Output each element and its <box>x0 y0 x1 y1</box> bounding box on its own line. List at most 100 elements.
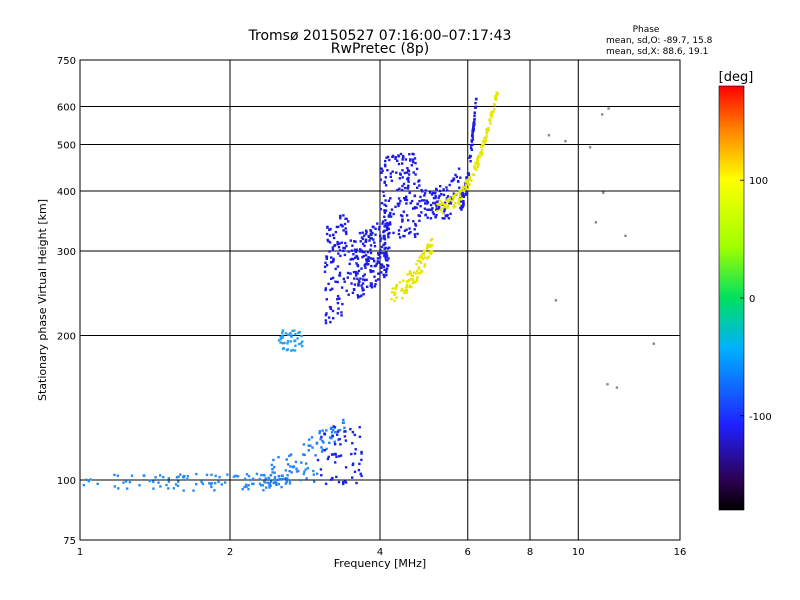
data-point <box>353 248 357 251</box>
data-point <box>423 192 427 195</box>
data-point <box>263 481 267 484</box>
data-point <box>385 156 388 159</box>
data-point <box>458 197 461 201</box>
data-point <box>336 433 339 436</box>
data-point <box>481 151 484 155</box>
data-point <box>452 192 455 195</box>
data-point <box>361 289 364 292</box>
colorbar-tick-label: 0 <box>749 294 755 305</box>
data-point <box>345 244 348 248</box>
data-point <box>564 140 567 143</box>
data-point <box>401 158 404 161</box>
data-point <box>397 155 400 158</box>
data-point <box>424 213 427 216</box>
data-point <box>387 199 391 202</box>
data-point <box>372 226 375 229</box>
data-point <box>484 139 488 142</box>
data-point <box>369 269 372 272</box>
data-point <box>482 140 485 143</box>
data-point <box>122 481 125 484</box>
data-point <box>378 225 381 229</box>
data-point <box>420 211 423 214</box>
data-point <box>138 484 141 487</box>
data-point <box>352 253 355 256</box>
data-point <box>423 199 426 202</box>
data-point <box>154 476 157 479</box>
data-point <box>377 272 380 275</box>
data-point <box>340 286 344 289</box>
data-point <box>320 446 323 449</box>
data-point <box>398 187 401 190</box>
data-point <box>244 483 248 486</box>
data-point <box>113 473 116 477</box>
data-point <box>440 207 443 210</box>
data-point <box>343 435 347 438</box>
data-point <box>325 429 328 432</box>
data-point <box>337 480 341 484</box>
data-point <box>321 448 324 451</box>
data-point <box>315 472 319 475</box>
data-point <box>236 475 240 478</box>
data-point <box>220 483 223 486</box>
data-point <box>426 208 429 211</box>
data-point <box>96 482 99 485</box>
data-point <box>403 234 406 238</box>
data-point <box>358 435 362 438</box>
data-point <box>420 188 423 192</box>
data-point <box>338 274 342 277</box>
data-point <box>380 266 383 269</box>
data-point <box>471 138 475 141</box>
data-point <box>357 468 361 472</box>
data-point <box>460 204 463 208</box>
data-point <box>293 329 296 332</box>
data-point <box>352 258 355 261</box>
data-point <box>124 480 128 483</box>
data-point <box>471 130 474 133</box>
data-point <box>401 188 404 192</box>
data-point <box>381 169 384 173</box>
data-point <box>388 231 391 235</box>
data-point <box>344 466 348 469</box>
data-point <box>128 481 132 484</box>
data-point <box>255 472 259 476</box>
data-point <box>438 199 441 203</box>
data-point <box>420 199 424 202</box>
data-point <box>337 252 340 255</box>
data-point <box>218 475 221 479</box>
data-point <box>474 105 478 108</box>
data-point <box>431 207 434 210</box>
data-point <box>494 96 497 99</box>
data-point <box>408 227 411 230</box>
data-point <box>394 291 397 295</box>
data-point <box>349 427 352 431</box>
data-point <box>398 281 401 284</box>
data-point <box>281 477 284 481</box>
data-point <box>493 103 496 106</box>
data-point <box>395 171 398 174</box>
data-point <box>152 480 155 483</box>
data-point <box>306 467 310 470</box>
data-point <box>370 233 373 237</box>
data-point <box>327 282 330 286</box>
data-point <box>344 230 348 234</box>
data-point <box>201 482 205 485</box>
data-point <box>307 444 310 447</box>
data-point <box>300 334 303 338</box>
data-point <box>294 339 297 342</box>
data-point <box>380 167 383 170</box>
data-point <box>354 250 358 254</box>
data-point <box>278 477 282 481</box>
data-point <box>405 195 408 198</box>
data-point <box>84 478 88 481</box>
data-point <box>447 217 451 220</box>
data-point <box>398 236 402 239</box>
data-point <box>382 273 385 276</box>
data-point <box>285 481 288 484</box>
data-point <box>341 225 344 228</box>
data-point <box>234 474 237 477</box>
data-point <box>316 458 320 462</box>
data-point <box>473 111 476 114</box>
data-point <box>318 430 322 433</box>
data-point <box>331 248 335 251</box>
data-point <box>458 186 461 189</box>
